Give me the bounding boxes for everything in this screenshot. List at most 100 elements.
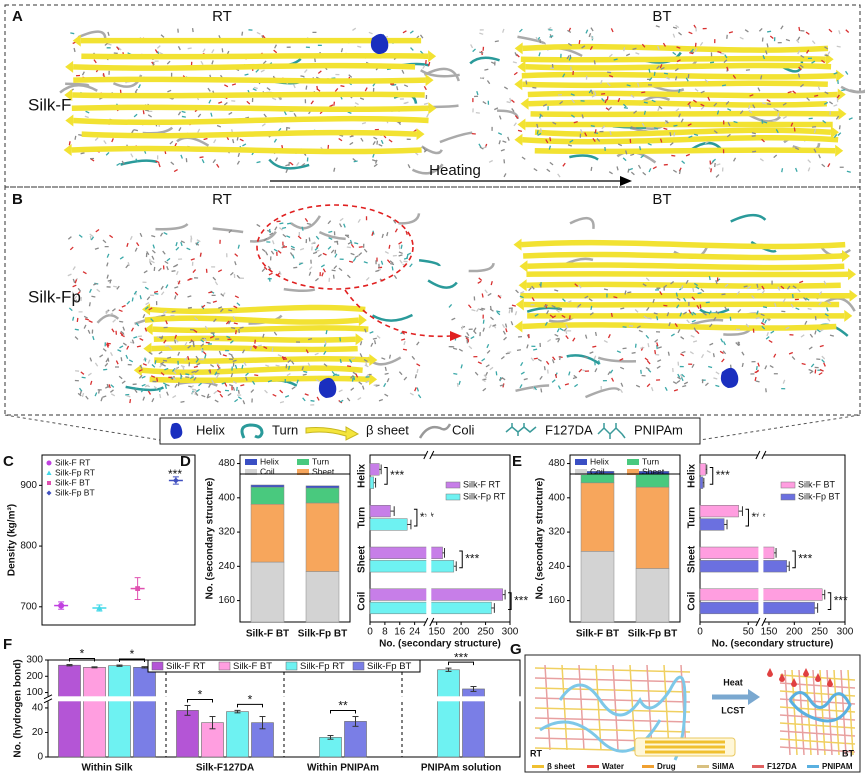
atom-bond [363,359,368,363]
coil [439,131,473,144]
significance: *** [798,552,812,566]
atom-bond [735,342,740,346]
atom-bond [797,50,801,55]
atom-bond [220,293,225,297]
atom-bond [482,100,487,105]
atom-bond [255,69,260,73]
atom-bond [654,349,657,355]
atom-bond [107,357,110,362]
y-axis-label: No. (hydrogen bond) [13,659,24,757]
atom-bond [641,91,646,94]
error-bar [352,716,359,727]
atom-bond [685,153,690,157]
silma-fiber [534,687,691,693]
atom-bond [402,348,408,351]
beta-sheet-head [519,260,528,273]
helix [720,367,739,388]
atom-bond [757,362,760,367]
atom-bond [308,237,311,242]
beta-sheet-head [144,323,153,336]
atom-bond [767,103,772,106]
atom-bond [596,138,601,142]
atom-bond [478,277,483,281]
atom-bond [203,137,208,141]
atom-bond [712,158,716,163]
atom-bond [142,363,147,366]
atom-bond [464,335,469,339]
legend-text: β sheet [366,422,409,437]
atom-bond [194,317,199,321]
atom-bond [316,396,320,401]
error-bar [66,664,73,667]
atom-bond [146,251,150,256]
atom-bond [333,265,338,270]
atom-bond [561,314,566,319]
atom-bond [68,141,71,146]
atom-bond [396,86,399,91]
panel-label: C [3,453,14,470]
atom-bond [287,365,291,370]
bar-segment [305,571,340,623]
atom-bond [251,380,256,385]
atom-bond [657,45,660,51]
atom-bond [838,125,841,130]
atom-bond [206,301,211,304]
atom-bond [135,158,139,163]
atom-bond [648,68,651,73]
coil [730,213,767,223]
atom-bond [623,107,628,109]
atom-bond [531,297,535,302]
atom-bond [315,249,320,253]
atom-bond [112,319,117,323]
atom-bond [363,261,368,264]
legend-text: Turn [272,422,298,437]
legend-swatch [297,469,309,475]
atom-bond [724,283,729,288]
atom-bond [106,253,110,258]
error-bar [453,561,457,572]
atom-bond [177,280,181,285]
atom-bond [407,164,411,169]
atom-bond [760,75,763,80]
atom-bond [354,255,359,259]
atom-bond [383,383,387,388]
legend-frame [147,659,421,673]
axis-break [758,454,764,627]
atom-bond [403,376,408,381]
atom-bond [508,309,511,314]
atom-bond [83,315,88,319]
atom-bond [144,306,149,310]
atom-bond [72,316,75,321]
atom-bond [643,110,647,115]
atom-bond [520,291,525,294]
beta-sheet-head [838,107,847,120]
atom-bond [797,36,801,41]
atom-bond [782,298,786,303]
turn-icon [240,423,264,439]
atom-bond [670,333,675,337]
atom-bond [792,90,797,94]
atom-bond [339,399,344,403]
atom-bond [116,162,121,166]
legend-text: Helix [260,456,280,466]
atom-bond [374,159,378,164]
atom-bond [159,232,164,237]
data-point [96,605,103,611]
atom-bond [590,166,593,171]
highlight-arrow [344,289,451,338]
atom-bond [144,327,148,332]
atom-bond [398,241,403,245]
atom-bond [837,132,842,136]
atom-bond [216,364,220,369]
atom-bond [158,163,161,168]
atom-bond [305,349,309,354]
atom-bond [94,137,99,141]
atom-bond [213,139,217,144]
atom-bond [751,295,755,299]
atom-bond [627,168,630,173]
bar [176,710,199,758]
atom-bond [537,358,542,362]
panel-label: D [180,453,191,470]
atom-bond [163,382,168,386]
atom-bond [667,351,670,356]
